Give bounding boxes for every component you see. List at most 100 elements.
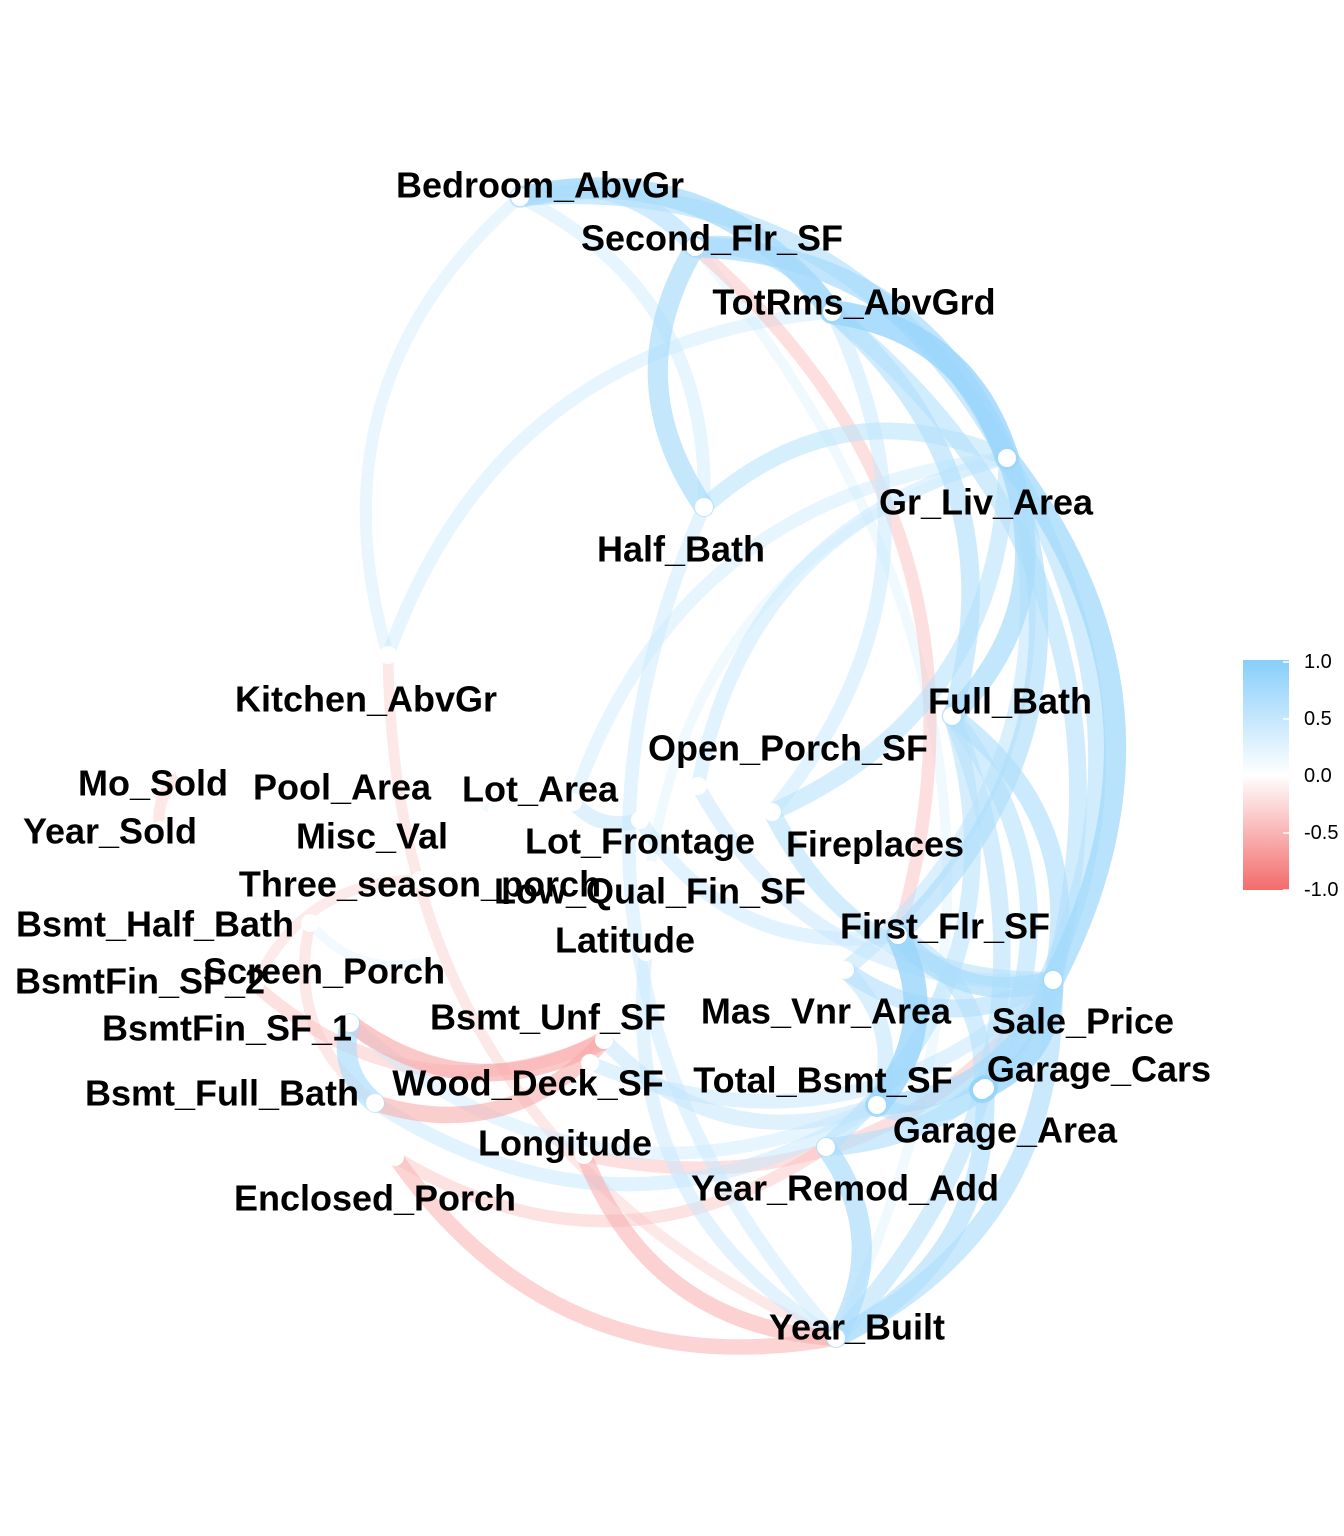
node-Garage_Area <box>973 1081 991 1099</box>
edge-Bsmt_Unf_SF-Total_Bsmt_SF <box>596 1032 885 1130</box>
legend-tick-label: -1.0 <box>1304 879 1338 901</box>
node-Sale_Price <box>1044 971 1062 989</box>
node-label-Three_season_porch: Three_season_porch <box>239 864 601 905</box>
edge-Second_Flr_SF-Year_Built <box>690 242 953 1343</box>
node-label-Garage_Cars: Garage_Cars <box>987 1049 1211 1090</box>
edge-Year_Built-Sale_Price <box>826 970 1063 1348</box>
node-label-Enclosed_Porch: Enclosed_Porch <box>234 1178 516 1219</box>
node-label-BsmtFin_SF_2: BsmtFin_SF_2 <box>15 961 265 1002</box>
node-label-Pool_Area: Pool_Area <box>253 767 432 808</box>
node-label-Total_Bsmt_SF: Total_Bsmt_SF <box>693 1060 952 1101</box>
node-Bedroom_AbvGr <box>511 188 529 206</box>
node-Enclosed_Porch <box>386 1148 404 1166</box>
edge-Kitchen_AbvGr-TotRms_AbvGrd <box>381 305 839 662</box>
legend-tick-label: 0.0 <box>1304 765 1332 787</box>
edge-BsmtFin_SF_1-Bsmt_Full_Bath <box>336 1013 385 1113</box>
edge-TotRms_AbvGrd-Gr_Liv_Area <box>819 299 1020 471</box>
node-label-Gr_Liv_Area: Gr_Liv_Area <box>879 482 1094 523</box>
node-label-Kitchen_AbvGr: Kitchen_AbvGr <box>235 679 497 720</box>
node-Bsmt_Half_Bath <box>301 914 319 932</box>
nodes-layer <box>151 188 1062 1347</box>
node-label-Mo_Sold: Mo_Sold <box>78 763 228 804</box>
node-Three_season_porch <box>411 871 429 889</box>
edge-Full_Bath-Sale_Price <box>942 706 1070 990</box>
node-label-Bedroom_AbvGr: Bedroom_AbvGr <box>396 165 684 206</box>
edge-Open_Porch_SF-Gr_Liv_Area <box>691 451 1014 793</box>
node-First_Flr_SF <box>889 926 907 944</box>
node-Second_Flr_SF <box>686 238 704 256</box>
node-Fireplaces <box>763 803 781 821</box>
node-Gr_Liv_Area <box>998 449 1016 467</box>
node-label-Bsmt_Full_Bath: Bsmt_Full_Bath <box>85 1073 359 1114</box>
node-Kitchen_AbvGr <box>379 646 397 664</box>
node-Low_Qual_Fin_SF <box>641 861 659 879</box>
node-label-Sale_Price: Sale_Price <box>992 1001 1174 1042</box>
node-label-Low_Qual_Fin_SF: Low_Qual_Fin_SF <box>494 871 806 912</box>
legend-tick-label: 0.5 <box>1304 708 1332 730</box>
edges-layer <box>153 177 1127 1355</box>
edge-BsmtFin_SF_1-Total_Bsmt_SF <box>343 1016 884 1160</box>
edge-Year_Built-Enclosed_Porch <box>387 1149 844 1355</box>
node-Misc_Val <box>488 801 506 819</box>
edge-Gr_Liv_Area-Full_Bath <box>941 447 1036 727</box>
node-label-Fireplaces: Fireplaces <box>786 824 964 865</box>
node-label-Second_Flr_SF: Second_Flr_SF <box>581 218 843 259</box>
node-Lot_Area <box>564 793 582 811</box>
edge-Kitchen_AbvGr-Bedroom_AbvGr <box>359 191 526 661</box>
node-BsmtFin_SF_1 <box>341 1014 359 1032</box>
node-label-Bsmt_Half_Bath: Bsmt_Half_Bath <box>16 904 294 945</box>
edge-Bsmt_Half_Bath-Screen_Porch <box>305 918 435 970</box>
node-Latitude <box>637 943 655 961</box>
node-label-Year_Built: Year_Built <box>769 1307 945 1348</box>
node-label-TotRms_AbvGrd: TotRms_AbvGrd <box>712 282 995 323</box>
node-BsmtFin_SF_2 <box>246 976 264 994</box>
color-legend: 1.0 0.5 0.0 -0.5 -1.0 <box>1243 651 1338 901</box>
node-Total_Bsmt_SF <box>868 1096 886 1114</box>
node-Screen_Porch <box>421 951 439 969</box>
labels-layer: Bedroom_AbvGr Second_Flr_SF TotRms_AbvGrd G… <box>15 165 1211 1348</box>
node-label-Latitude: Latitude <box>555 920 695 961</box>
node-label-Misc_Val: Misc_Val <box>296 816 448 857</box>
edge-Half_Bath-Second_Flr_SF <box>647 236 715 518</box>
node-label-Screen_Porch: Screen_Porch <box>203 951 445 992</box>
legend-tick-label: 1.0 <box>1304 651 1332 673</box>
edge-Lot_Area-Gr_Liv_Area <box>566 451 1014 809</box>
node-label-Year_Remod_Add: Year_Remod_Add <box>691 1168 999 1209</box>
node-Year_Remod_Add <box>817 1138 835 1156</box>
node-label-Longitude: Longitude <box>478 1123 652 1164</box>
edge-Fireplaces-TotRms_AbvGrd <box>765 305 892 819</box>
edge-Half_Bath-Year_Built <box>622 500 843 1345</box>
edge-TotRms_AbvGrd-Full_Bath <box>822 302 980 726</box>
edge-Three_season_porch-BsmtFin_SF_2 <box>249 874 426 991</box>
node-label-Garage_Area: Garage_Area <box>893 1110 1118 1151</box>
legend-tick-label: -0.5 <box>1304 822 1338 844</box>
edge-Bedroom_AbvGr-TotRms_AbvGrd <box>509 177 843 323</box>
node-label-Lot_Area: Lot_Area <box>462 769 619 810</box>
node-label-Half_Bath: Half_Bath <box>597 529 765 570</box>
node-Year_Sold <box>151 821 169 839</box>
node-Wood_Deck_SF <box>581 1054 599 1072</box>
node-Full_Bath <box>943 707 961 725</box>
edge-Garage_Cars-Sale_Price <box>974 969 1064 1099</box>
node-Open_Porch_SF <box>689 777 707 795</box>
edge-Longitude-Year_Built <box>576 1147 844 1346</box>
node-Bsmt_Unf_SF <box>595 1031 613 1049</box>
node-Longitude <box>575 1146 593 1164</box>
edge-Gr_Liv_Area-Sale_Price <box>995 446 1127 992</box>
node-Lot_Frontage <box>631 811 649 829</box>
node-label-Bsmt_Unf_SF: Bsmt_Unf_SF <box>430 997 666 1038</box>
node-label-Open_Porch_SF: Open_Porch_SF <box>648 728 928 769</box>
node-label-BsmtFin_SF_1: BsmtFin_SF_1 <box>102 1008 352 1049</box>
node-label-Wood_Deck_SF: Wood_Deck_SF <box>392 1063 663 1104</box>
edge-Fireplaces-Gr_Liv_Area <box>763 449 1016 821</box>
legend-ticks: 1.0 0.5 0.0 -0.5 -1.0 <box>1283 651 1338 901</box>
node-label-Year_Sold: Year_Sold <box>23 811 197 852</box>
node-label-Lot_Frontage: Lot_Frontage <box>525 821 755 862</box>
edge-Total_Bsmt_SF-First_Flr_SF <box>865 923 928 1117</box>
node-Mo_Sold <box>176 763 194 781</box>
node-Year_Built <box>827 1329 845 1347</box>
node-Pool_Area <box>471 789 489 807</box>
node-label-Mas_Vnr_Area: Mas_Vnr_Area <box>701 991 952 1032</box>
edge-Year_Built-Year_Remod_Add <box>815 1136 872 1349</box>
